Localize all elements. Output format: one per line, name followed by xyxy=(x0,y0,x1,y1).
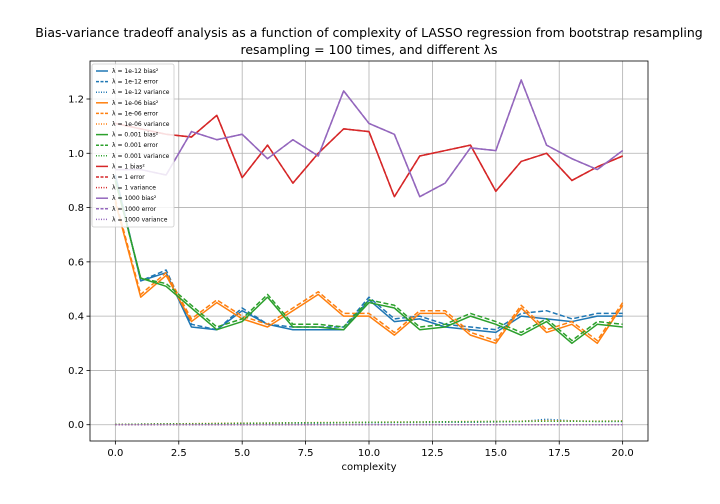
y-tick-label: 1.2 xyxy=(68,95,84,106)
x-tick-label: 17.5 xyxy=(548,448,570,459)
series-line-4 xyxy=(114,199,624,342)
legend-entry-label: λ = 1e-12 error xyxy=(112,79,159,86)
series-line-6 xyxy=(114,180,623,345)
x-tick-label: 7.5 xyxy=(298,448,314,459)
legend-entry-label: λ = 0.001 error xyxy=(112,142,159,149)
x-axis-label: complexity xyxy=(342,462,397,473)
legend-entry-label: λ = 1e-06 variance xyxy=(112,121,170,128)
legend-entry-label: λ = 1000 variance xyxy=(112,216,168,223)
legend-box xyxy=(91,63,175,228)
legend-entry-label: λ = 0.001 bias² xyxy=(112,132,159,139)
x-tick-label: 10.0 xyxy=(358,448,380,459)
y-tick-label: 0.6 xyxy=(68,257,84,268)
legend-entry-label: λ = 1000 bias² xyxy=(112,195,157,202)
legend-entry-label: λ = 1e-06 error xyxy=(112,110,159,117)
chart-title-line1: Bias-variance tradeoff analysis as a fun… xyxy=(35,25,702,40)
legend-entry-label: λ = 1e-12 bias² xyxy=(112,68,159,75)
series-line-8 xyxy=(115,420,623,426)
x-tick-label: 12.5 xyxy=(421,448,443,459)
x-tick-label: 20.0 xyxy=(612,448,634,459)
legend-entry-label: λ = 0.001 variance xyxy=(112,153,170,160)
legend-entry-label: λ = 1 variance xyxy=(112,185,156,192)
x-tick-label: 5.0 xyxy=(234,448,250,459)
x-tick-label: 15.0 xyxy=(485,448,507,459)
series-line-1 xyxy=(114,174,623,331)
series-line-9 xyxy=(115,114,623,198)
chart-title-line2: resampling = 100 times, and different λs xyxy=(240,42,497,57)
y-tick-label: 0.0 xyxy=(68,420,84,431)
legend-entry-label: λ = 1000 error xyxy=(112,206,157,213)
legend-entry-label: λ = 1e-06 bias² xyxy=(112,100,159,107)
y-tick-label: 0.4 xyxy=(68,312,84,323)
legend-entry-label: λ = 1 bias² xyxy=(112,163,145,170)
y-tick-label: 1.0 xyxy=(68,149,84,160)
legend-entry-label: λ = 1 error xyxy=(112,174,145,181)
x-tick-label: 0.0 xyxy=(107,448,123,459)
legend-entry-label: λ = 1e-12 variance xyxy=(112,89,170,96)
y-tick-label: 0.2 xyxy=(68,366,84,377)
plot-lines xyxy=(114,79,624,426)
series-line-7 xyxy=(114,180,623,342)
axis-ticks: 0.0 2.5 5.0 7.5 10.0 12.5 15.0 17.5 20.0 0.0 0.2 0.… xyxy=(68,95,634,460)
series-line-13 xyxy=(115,79,624,198)
legend: λ = 1e-12 bias² λ = 1e-12 error λ = 1e-12 … xyxy=(91,63,175,228)
y-tick-label: 0.8 xyxy=(68,203,84,214)
x-tick-label: 2.5 xyxy=(171,448,187,459)
